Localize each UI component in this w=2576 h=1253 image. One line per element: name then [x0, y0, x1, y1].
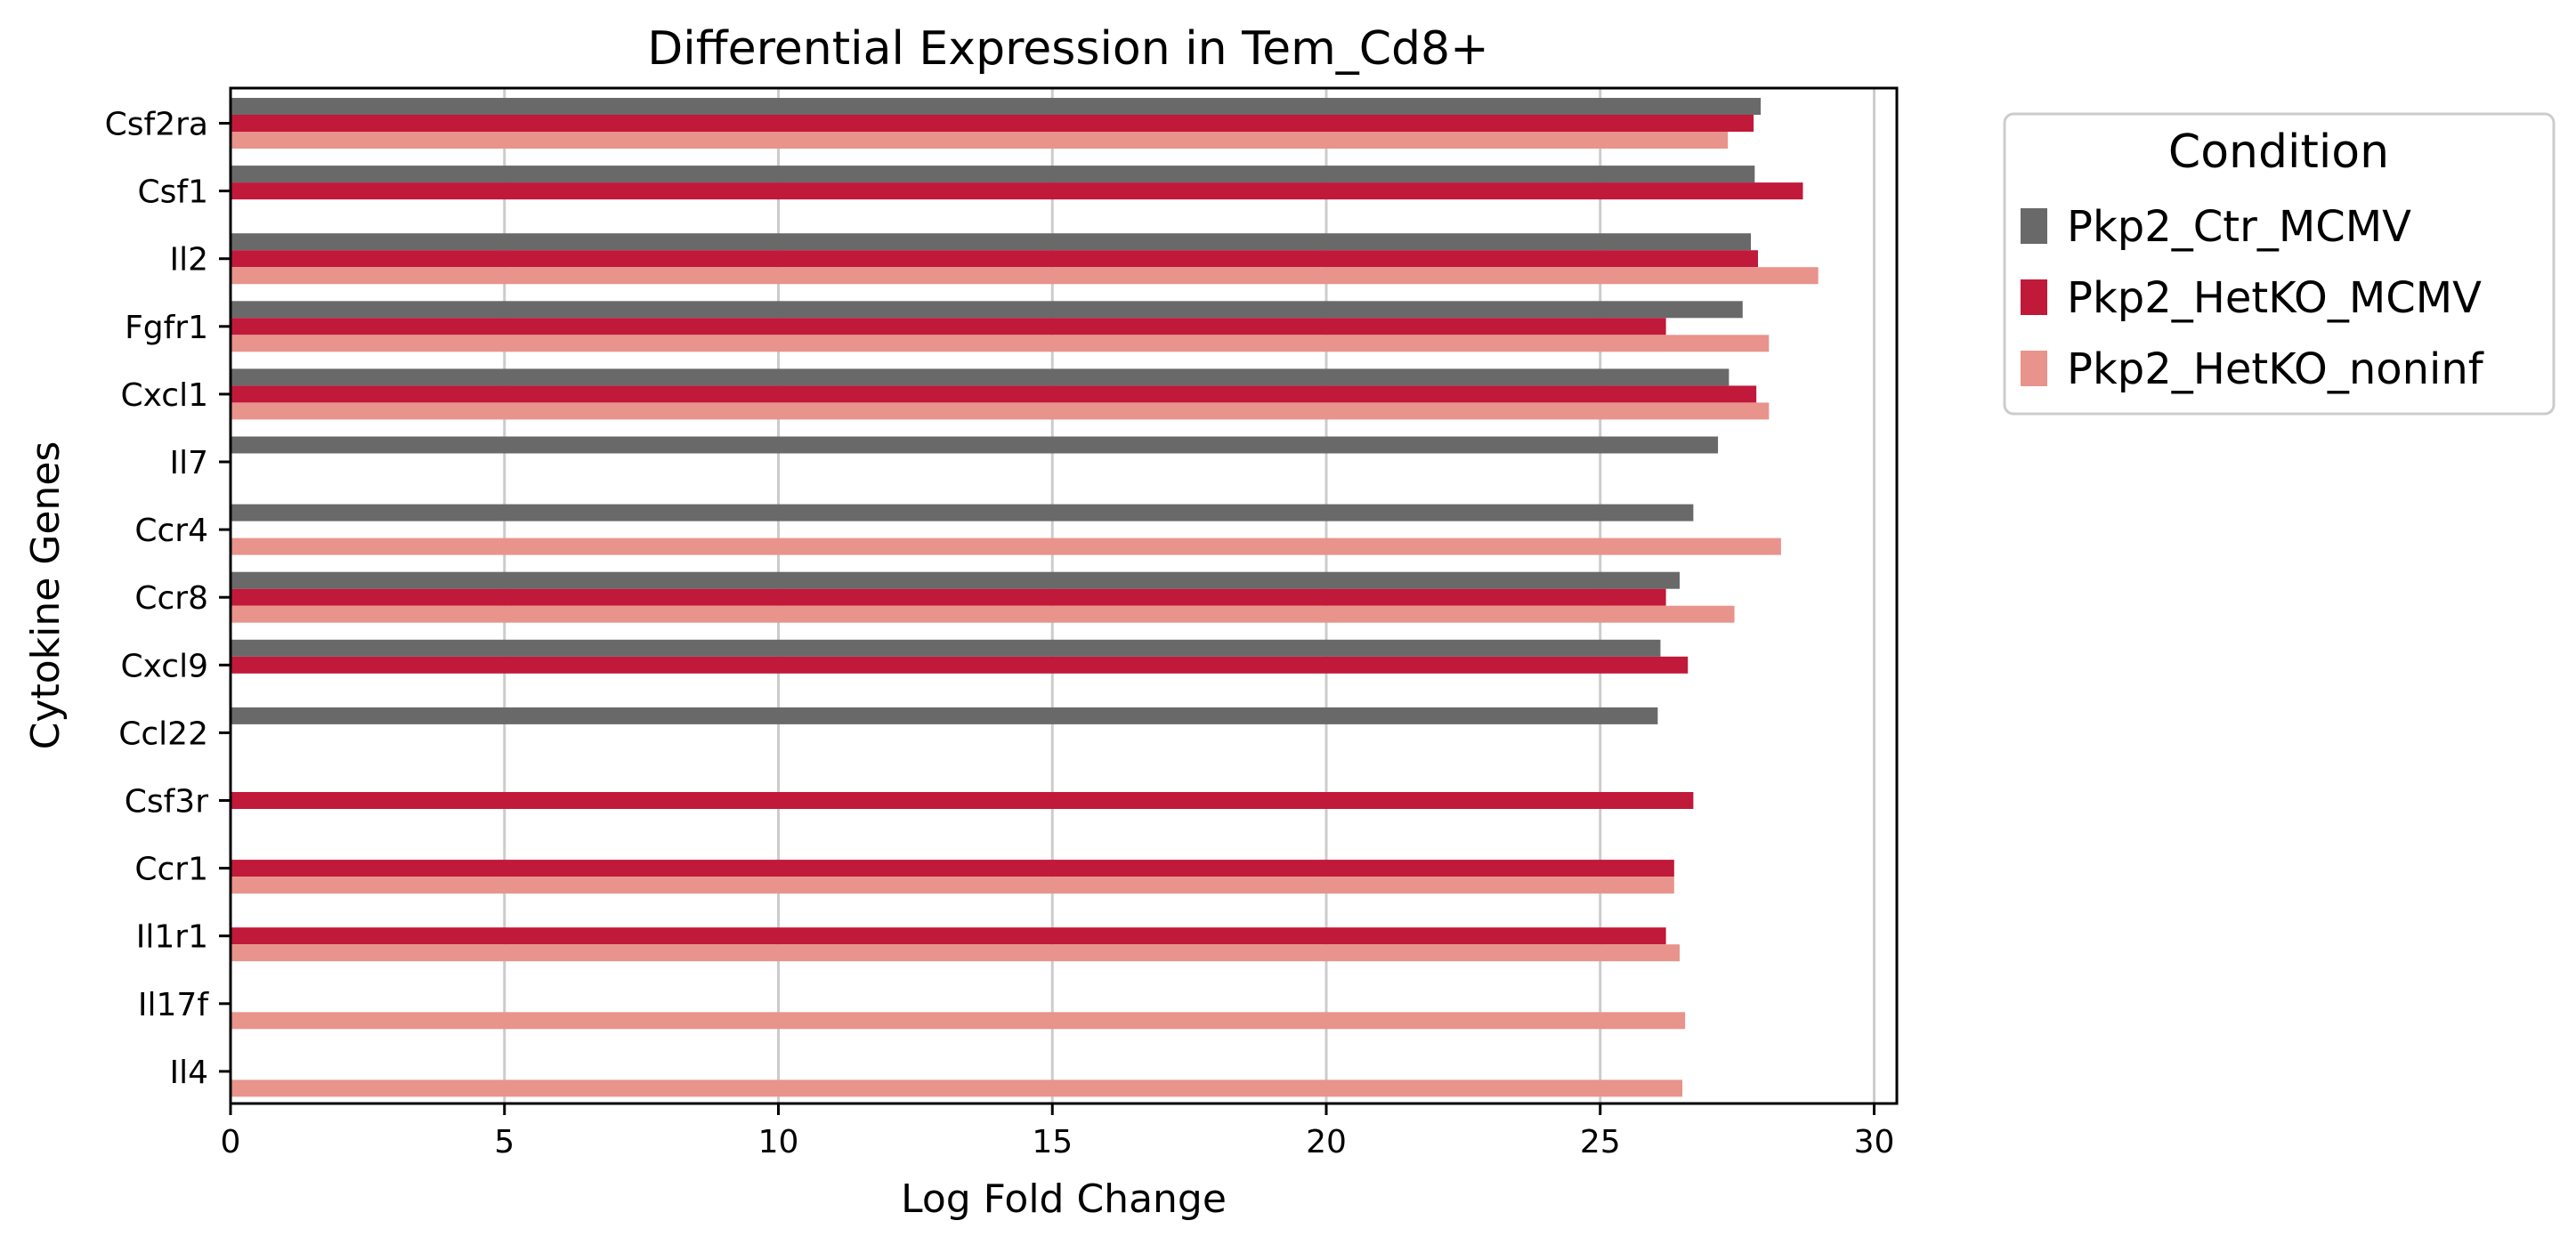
bar-il2-pkp2-hetko-noninf	[231, 267, 1819, 285]
bar-il4-pkp2-hetko-noninf	[231, 1079, 1683, 1097]
legend-title: Condition	[2168, 125, 2389, 179]
bar-cxcl1-pkp2-ctr-mcmv	[231, 368, 1729, 386]
x-tick-label-10: 10	[758, 1124, 799, 1160]
bar-csf2ra-pkp2-hetko-mcmv	[231, 115, 1754, 132]
bar-csf3r-pkp2-hetko-mcmv	[231, 792, 1694, 809]
x-axis-ticks: 0 5 10 15 20 25 30	[221, 1103, 1895, 1160]
y-tick-label-il2: Il2	[169, 242, 208, 279]
bar-cxcl9-pkp2-hetko-mcmv	[231, 656, 1689, 674]
y-tick-label-il4: Il4	[169, 1055, 208, 1091]
bar-il7-pkp2-ctr-mcmv	[231, 436, 1719, 454]
bar-fgfr1-pkp2-hetko-mcmv	[231, 318, 1666, 335]
legend-swatch-pkp2-hetko-noninf	[2021, 351, 2047, 386]
chart-title: Differential Expression in Tem_Cd8+	[647, 22, 1488, 76]
x-tick-label-20: 20	[1306, 1124, 1347, 1160]
x-tick-label-25: 25	[1580, 1124, 1621, 1160]
y-tick-label-csf3r: Csf3r	[125, 784, 208, 821]
bar-cxcl1-pkp2-hetko-mcmv	[231, 385, 1757, 403]
bar-ccr4-pkp2-ctr-mcmv	[231, 504, 1694, 521]
legend-label-pkp2-hetko-noninf: Pkp2_HetKO_noninf	[2067, 344, 2484, 394]
bar-csf1-pkp2-hetko-mcmv	[231, 182, 1803, 200]
bar-ccr4-pkp2-hetko-noninf	[231, 538, 1781, 555]
legend-label-pkp2-hetko-mcmv: Pkp2_HetKO_MCMV	[2067, 273, 2482, 323]
y-tick-label-ccr8: Ccr8	[134, 580, 208, 617]
bar-ccr1-pkp2-hetko-mcmv	[231, 860, 1674, 877]
bar-ccl22-pkp2-ctr-mcmv	[231, 707, 1658, 724]
bar-cxcl1-pkp2-hetko-noninf	[231, 402, 1770, 420]
bar-ccr8-pkp2-hetko-noninf	[231, 605, 1735, 623]
plot-frame	[229, 86, 1899, 1105]
legend-box	[2003, 112, 2556, 416]
y-tick-label-il7: Il7	[169, 445, 208, 481]
y-tick-label-il17f: Il17f	[138, 987, 209, 1023]
bar-il17f-pkp2-hetko-noninf	[231, 1012, 1686, 1030]
legend-entries: Pkp2_Ctr_MCMV Pkp2_HetKO_MCMV Pkp2_HetKO_n…	[2021, 202, 2484, 394]
bar-il2-pkp2-hetko-mcmv	[231, 250, 1759, 268]
bars	[231, 98, 1819, 1097]
legend-swatch-pkp2-ctr-mcmv	[2021, 208, 2047, 244]
bar-il1r1-pkp2-hetko-mcmv	[231, 927, 1666, 945]
x-tick-label-15: 15	[1032, 1124, 1073, 1160]
bar-csf2ra-pkp2-hetko-noninf	[231, 132, 1729, 149]
bar-ccr8-pkp2-ctr-mcmv	[231, 571, 1680, 589]
legend: Condition Pkp2_Ctr_MCMVPkp2_HetKO_MCMVPk…	[2003, 112, 2556, 416]
bar-fgfr1-pkp2-ctr-mcmv	[231, 301, 1743, 319]
y-tick-label-cxcl9: Cxcl9	[120, 648, 208, 684]
legend-swatch-pkp2-hetko-mcmv	[2021, 279, 2047, 315]
bar-il2-pkp2-ctr-mcmv	[231, 233, 1752, 251]
legend-label-pkp2-ctr-mcmv: Pkp2_Ctr_MCMV	[2067, 202, 2411, 252]
y-tick-label-fgfr1: Fgfr1	[125, 310, 208, 346]
y-tick-label-cxcl1: Cxcl1	[120, 377, 208, 414]
bar-csf2ra-pkp2-ctr-mcmv	[231, 98, 1762, 115]
x-axis-label: Log Fold Change	[901, 1176, 1227, 1222]
y-tick-label-csf1: Csf1	[138, 174, 208, 211]
y-tick-label-ccr1: Ccr1	[134, 852, 208, 888]
bar-cxcl9-pkp2-ctr-mcmv	[231, 639, 1661, 657]
bar-csf1-pkp2-ctr-mcmv	[231, 166, 1755, 183]
y-axis-label: Cytokine Genes	[23, 441, 69, 750]
bar-ccr8-pkp2-hetko-mcmv	[231, 588, 1666, 606]
bar-fgfr1-pkp2-hetko-noninf	[231, 335, 1770, 352]
x-tick-label-0: 0	[221, 1124, 241, 1160]
x-tick-label-5: 5	[494, 1124, 514, 1160]
y-axis-ticks: Csf2ra Csf1 Il2 Fgfr1 Cxcl1 Il7 Ccr4 Ccr8 Cxcl9 C…	[105, 107, 231, 1091]
x-tick-label-30: 30	[1854, 1124, 1895, 1160]
y-tick-label-ccr4: Ccr4	[134, 513, 208, 549]
y-tick-label-ccl22: Ccl22	[118, 715, 208, 752]
bar-ccr1-pkp2-hetko-noninf	[231, 877, 1674, 894]
bar-il1r1-pkp2-hetko-noninf	[231, 944, 1680, 962]
y-tick-label-csf2ra: Csf2ra	[105, 107, 208, 143]
y-tick-label-il1r1: Il1r1	[136, 919, 208, 956]
